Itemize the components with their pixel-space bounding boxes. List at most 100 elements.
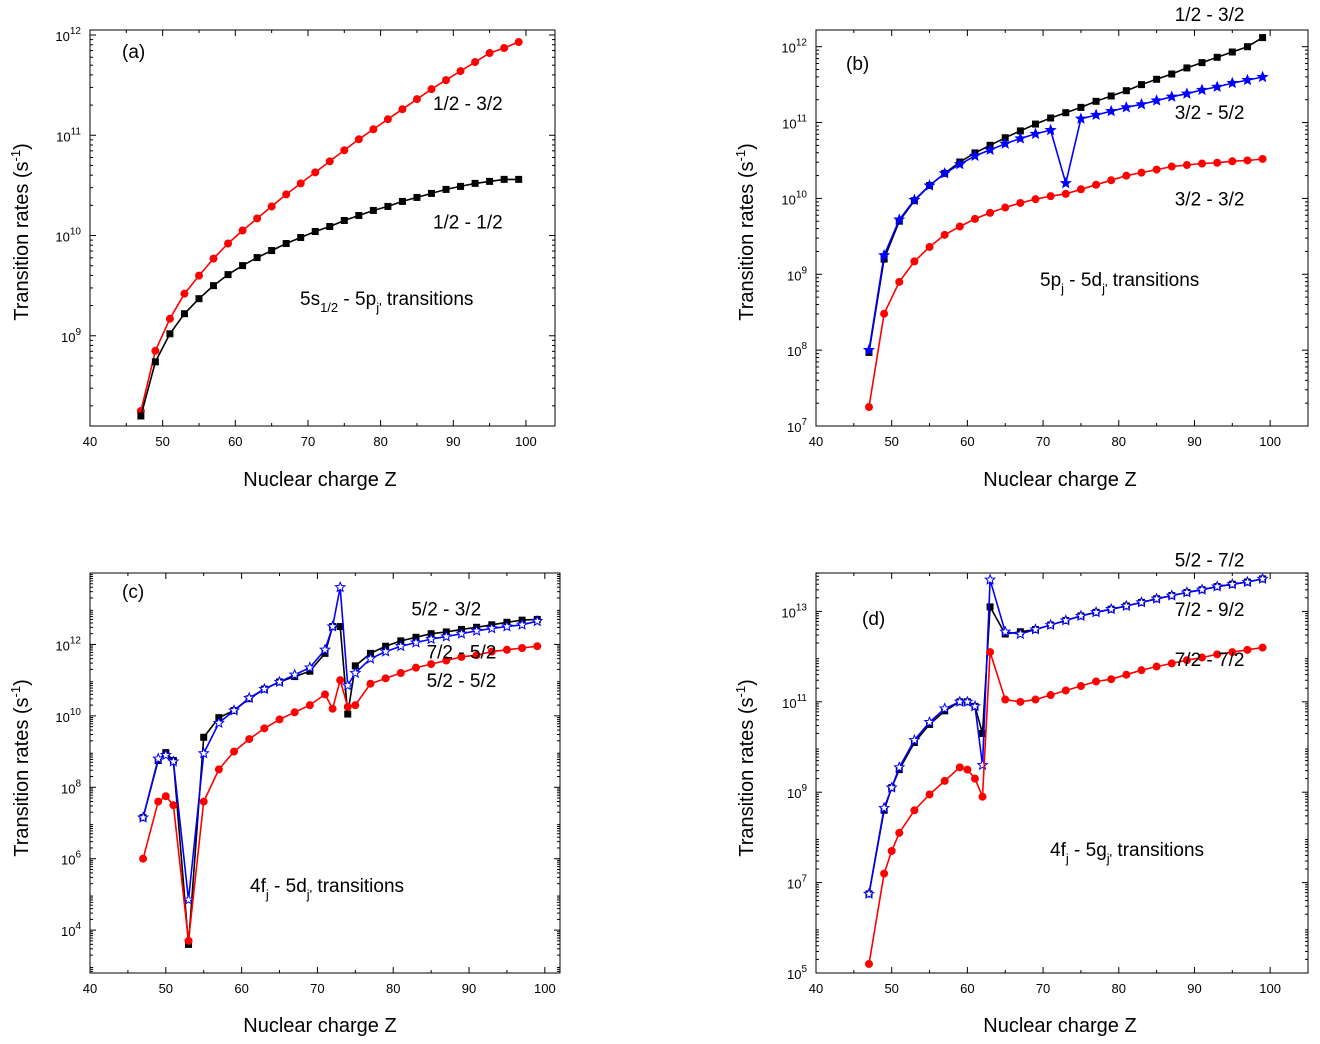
data-point-circle <box>260 724 269 733</box>
y-tick-label: 108 <box>787 341 807 359</box>
data-point-star <box>953 157 966 170</box>
data-point-circle <box>1122 670 1131 679</box>
data-point-circle <box>154 797 163 806</box>
data-point-circle <box>963 765 972 774</box>
panel-label: (d) <box>862 609 885 630</box>
data-point-star <box>1059 176 1072 189</box>
data-point-circle <box>442 76 451 85</box>
data-point-circle <box>1107 176 1116 185</box>
data-point-circle <box>343 702 352 711</box>
data-point-star <box>1226 76 1239 89</box>
data-point-circle <box>1167 162 1176 171</box>
data-point-star <box>1135 596 1148 608</box>
data-point-star <box>152 752 165 764</box>
y-tick-label: 1011 <box>56 126 81 144</box>
data-point-circle <box>1198 159 1207 168</box>
data-point-star <box>258 682 271 695</box>
data-point-circle <box>1243 645 1252 654</box>
data-point-circle <box>1092 180 1101 189</box>
data-point-square <box>369 206 377 214</box>
plot-frame <box>815 29 1309 427</box>
y-axis-title-exp: -1 <box>8 150 23 162</box>
y-tick-exponent: 7 <box>801 874 807 885</box>
data-point-circle <box>267 202 276 211</box>
x-axis-title: Nuclear charge Z <box>983 469 1136 491</box>
series-1-2-3-2 <box>136 38 523 415</box>
transitions-annotation: 4fj - 5dj' transitions <box>250 876 404 902</box>
data-point-circle <box>1152 662 1161 671</box>
data-point-star <box>318 643 332 655</box>
data-point-circle <box>1243 156 1252 165</box>
data-point-star <box>182 893 195 905</box>
data-point-star <box>1180 586 1193 598</box>
data-point-star <box>1059 614 1072 626</box>
data-point-circle <box>381 674 390 683</box>
data-point-square <box>442 185 450 193</box>
x-tick-label: 70 <box>310 981 324 996</box>
x-tick-label: 80 <box>1112 434 1126 449</box>
data-point-star <box>885 781 898 793</box>
data-point-square <box>326 222 334 230</box>
x-tick-label: 80 <box>1112 981 1126 996</box>
x-tick-label: 90 <box>446 434 460 449</box>
data-point-star <box>862 343 875 356</box>
data-point-star <box>878 248 891 261</box>
data-point-square <box>384 202 392 210</box>
annot-sub: j' <box>306 887 312 902</box>
data-point-circle <box>180 289 189 298</box>
data-point-circle <box>1016 198 1025 207</box>
data-point-circle <box>290 708 299 717</box>
panel-b: 40 50 60 70 80 90 100107108109101010111012Nucl… <box>733 5 1309 491</box>
data-point-star <box>893 213 906 225</box>
data-point-square <box>1077 103 1085 111</box>
data-point-circle <box>366 679 375 688</box>
data-point-circle <box>487 647 496 656</box>
data-point-circle <box>925 242 934 251</box>
y-tick-exponent: 10 <box>70 707 82 718</box>
data-point-circle <box>169 801 178 810</box>
data-point-square <box>1047 114 1055 122</box>
data-point-circle <box>910 257 919 266</box>
x-tick-label: 100 <box>1259 981 1281 996</box>
data-point-square <box>200 733 208 741</box>
data-point-star <box>212 716 225 729</box>
y-tick-label: 108 <box>61 778 81 796</box>
data-point-square <box>1183 64 1191 72</box>
y-tick-label: 1012 <box>55 26 81 44</box>
data-point-circle <box>887 846 896 855</box>
series-label: 5/2 - 7/2 <box>1175 550 1245 571</box>
data-point-square <box>1259 34 1267 42</box>
data-point-star <box>1226 577 1239 590</box>
data-point-circle <box>500 44 509 53</box>
data-point-square <box>166 330 174 338</box>
data-point-circle <box>427 660 436 669</box>
transitions-annotation: 5s1/2 - 5pj' transitions <box>300 289 473 315</box>
x-tick-label: 90 <box>462 981 476 996</box>
data-point-square <box>486 177 494 185</box>
data-point-star <box>159 748 172 761</box>
x-tick-label: 100 <box>515 434 537 449</box>
y-axis-title: Transition rates (s-1) <box>8 143 33 321</box>
x-tick-label: 40 <box>83 434 97 449</box>
data-point-circle <box>955 222 964 231</box>
data-point-circle <box>253 214 262 223</box>
data-point-star <box>334 580 347 593</box>
data-point-circle <box>1213 158 1222 167</box>
data-point-circle <box>533 642 542 651</box>
data-point-square <box>321 649 329 657</box>
y-tick-base: 10 <box>781 605 795 620</box>
data-point-circle <box>1001 695 1010 704</box>
series-label: 1/2 - 1/2 <box>433 212 503 233</box>
y-tick-label: 109 <box>787 783 807 801</box>
data-point-star <box>1105 104 1118 117</box>
annot-part: transitions <box>312 876 404 897</box>
data-point-circle <box>1213 650 1222 659</box>
series-7-2-5-2 <box>136 580 544 905</box>
data-point-circle <box>1046 691 1055 700</box>
data-point-circle <box>238 226 247 235</box>
annot-part: 4f <box>1050 840 1067 861</box>
data-point-circle <box>1092 677 1101 686</box>
x-tick-label: 50 <box>884 981 898 996</box>
panel-label: (a) <box>122 42 145 63</box>
